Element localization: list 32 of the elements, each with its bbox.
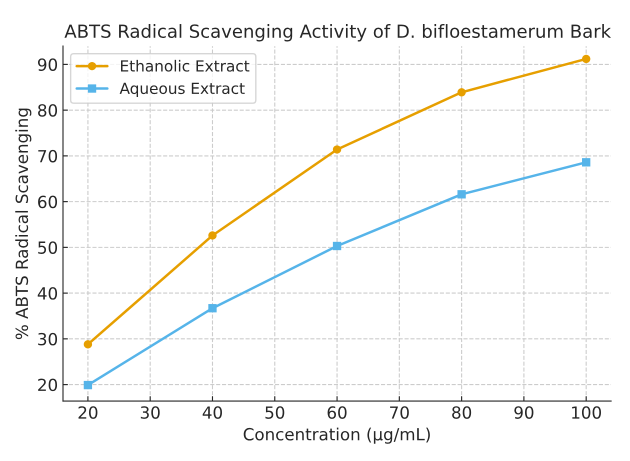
y-axis-title: % ABTS Radical Scavenging	[15, 108, 32, 340]
y-tick-label: 90	[38, 58, 58, 71]
point	[208, 231, 217, 240]
x-tick-label: 40	[202, 406, 222, 419]
chart-title: ABTS Radical Scavenging Activity of D. bifloestamerum Bark	[64, 24, 612, 42]
x-tick-label: 70	[390, 406, 409, 419]
legend-label: Aqueous Extract	[120, 82, 245, 98]
y-tick-label: 50	[38, 241, 58, 254]
point	[208, 304, 217, 312]
legend-label: Ethanolic Extract	[121, 60, 250, 72]
y-tick-label: 60	[38, 196, 58, 208]
y-tick-label: 20	[38, 378, 58, 392]
y-tick-label: 70	[38, 150, 58, 162]
x-tick-label: 50	[265, 406, 284, 419]
y-tick-label: 80	[38, 104, 58, 117]
x-tick-label: 30	[140, 406, 160, 419]
point	[582, 158, 590, 166]
point	[84, 340, 92, 349]
x-tick-label: 80	[452, 406, 472, 419]
point	[332, 242, 342, 250]
point	[582, 54, 590, 64]
point	[457, 190, 466, 198]
point	[332, 145, 342, 154]
x-tick-label: 60	[328, 406, 347, 419]
x-tick-label: 100	[572, 406, 601, 419]
point	[84, 380, 92, 390]
x-tick-label: 20	[78, 406, 98, 419]
x-axis-title: Concentration (µg/mL)	[244, 428, 430, 444]
x-tick-label: 90	[514, 406, 534, 419]
y-tick-label: 30	[38, 332, 58, 346]
y-tick-label: 40	[38, 287, 58, 300]
point	[457, 88, 466, 96]
